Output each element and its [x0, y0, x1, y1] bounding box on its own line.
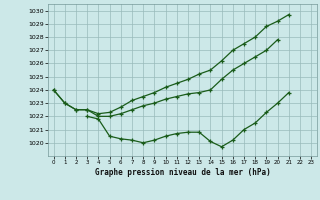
X-axis label: Graphe pression niveau de la mer (hPa): Graphe pression niveau de la mer (hPa) — [94, 168, 270, 177]
